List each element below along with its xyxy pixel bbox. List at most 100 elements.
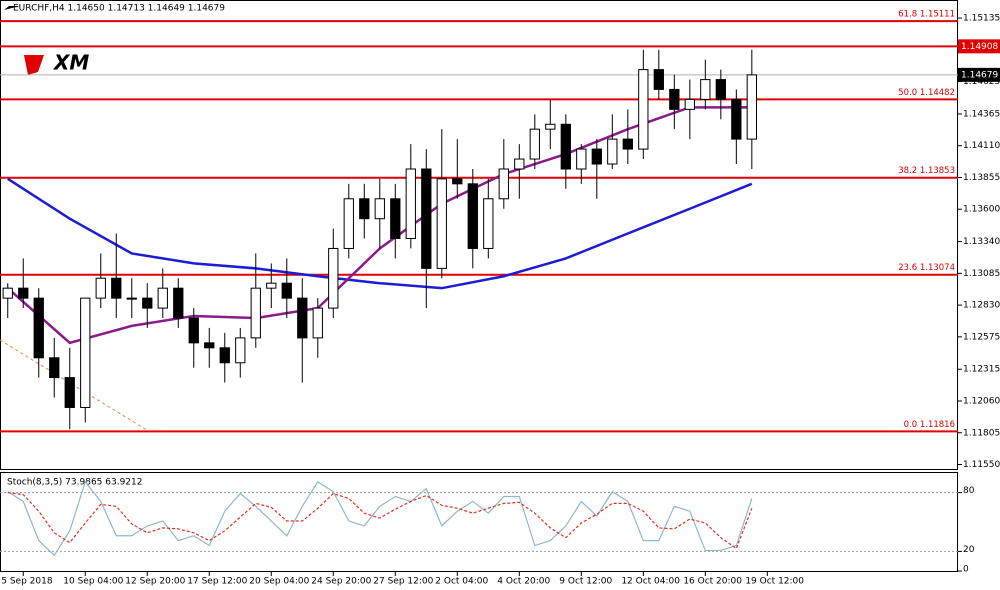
- y-tick-label: 80: [963, 486, 975, 496]
- candle-body: [250, 287, 261, 339]
- candle-body: [591, 148, 602, 165]
- x-tick-label: 5 Sep 2018: [1, 577, 53, 587]
- candle-body: [684, 98, 695, 110]
- candle-body: [328, 247, 339, 309]
- x-tick-label: 17 Sep 12:00: [187, 577, 247, 587]
- candle-body: [436, 178, 447, 269]
- logo: XM: [24, 51, 89, 75]
- candle-body: [715, 79, 726, 100]
- candle-body: [421, 168, 432, 269]
- fib-label: 0.0 1.11816: [904, 420, 955, 430]
- fib-label: 50.0 1.14482: [898, 88, 955, 98]
- candle-body: [359, 198, 370, 220]
- y-tick-label: 1.13855: [963, 173, 1000, 183]
- x-tick-label: 27 Sep 12:00: [373, 577, 433, 587]
- fib-label: 61.8 1.15111: [898, 10, 955, 20]
- y-tick-label: 1.12315: [963, 365, 1000, 375]
- candle-body: [529, 128, 540, 160]
- y-tick-label: 20: [963, 545, 975, 555]
- y-tick-label: 1.13085: [963, 269, 1000, 279]
- candle-body: [173, 287, 184, 319]
- logo-text: XM: [52, 51, 89, 75]
- price-panel-frame: [0, 0, 958, 470]
- y-tick-label: 1.13600: [963, 205, 1000, 215]
- y-tick-label: 1.15135: [963, 14, 1000, 24]
- x-tick-label: 12 Oct 04:00: [621, 577, 680, 587]
- candle-body: [312, 307, 323, 339]
- candle-body: [142, 297, 153, 309]
- y-tick-label: 1.14365: [963, 109, 1000, 119]
- y-tick-label: 0: [963, 565, 969, 575]
- candle-body: [18, 287, 29, 299]
- y-tick-label: 1.13340: [963, 237, 1000, 247]
- candle-body: [452, 178, 463, 185]
- y-tick-label: 1.12575: [963, 332, 1000, 342]
- candle-body: [157, 287, 168, 309]
- x-tick-label: 24 Sep 20:00: [311, 577, 371, 587]
- y-tick-label: 1.11550: [963, 460, 1000, 470]
- stoch-panel-frame: [0, 472, 958, 572]
- menu-arrow: [4, 6, 20, 10]
- candle-body: [2, 287, 13, 299]
- candle-body: [607, 138, 618, 165]
- candle-body: [700, 79, 711, 100]
- trend-line: [0, 339, 151, 433]
- candle-body: [219, 347, 230, 364]
- stoch-line: [7, 492, 753, 550]
- x-tick-label: 4 Oct 20:00: [497, 577, 550, 587]
- y-tick-label: 1.14625: [963, 77, 1000, 87]
- y-tick-label: 1.12060: [963, 397, 1000, 407]
- candle-body: [126, 297, 137, 300]
- y-tick-label: 1.14110: [963, 141, 1000, 151]
- candle-body: [188, 317, 199, 344]
- candle-body: [746, 74, 757, 140]
- candle-body: [64, 377, 75, 408]
- candle-body: [560, 123, 571, 170]
- current-price-label: 1.14679: [961, 70, 998, 80]
- candle-body: [653, 69, 664, 90]
- candle-body: [235, 337, 246, 364]
- candle-body: [483, 198, 494, 249]
- candle-body: [80, 297, 91, 408]
- candle-body: [95, 277, 106, 299]
- candle-body: [467, 183, 478, 249]
- candle-body: [731, 98, 742, 140]
- candle-body: [266, 282, 277, 289]
- candle-body: [343, 198, 354, 249]
- candle-body: [297, 297, 308, 339]
- y-tick-label: 1.12830: [963, 301, 1000, 311]
- current-price-box: [958, 67, 1000, 82]
- moving-average: [7, 177, 753, 290]
- y-tick-label: 1.11805: [963, 428, 1000, 438]
- candle-body: [576, 148, 587, 170]
- candle-body: [204, 342, 215, 349]
- fib-label: 38.2 1.13853: [898, 166, 955, 176]
- logo-mark: [24, 55, 44, 75]
- fib-label: 23.6 1.13074: [898, 263, 955, 273]
- stoch-line: [7, 480, 753, 557]
- candle-body: [390, 198, 401, 239]
- x-tick-label: 19 Oct 12:00: [745, 577, 804, 587]
- x-tick-label: 12 Sep 20:00: [125, 577, 185, 587]
- x-tick-label: 16 Oct 20:00: [683, 577, 742, 587]
- candle-body: [622, 138, 633, 150]
- candle-body: [111, 277, 122, 299]
- resistance-label: 1.14908: [961, 42, 998, 52]
- candle-body: [374, 198, 385, 220]
- candle-body: [514, 158, 525, 170]
- x-tick-label: 10 Sep 04:00: [63, 577, 123, 587]
- candle-body: [281, 282, 292, 299]
- x-tick-label: 9 Oct 12:00: [559, 577, 612, 587]
- x-tick-label: 2 Oct 04:00: [435, 577, 488, 587]
- candle-body: [669, 88, 680, 110]
- x-tick-label: 20 Sep 04:00: [249, 577, 309, 587]
- stoch-title: Stoch(8,3,5) 73.9865 63.9212: [7, 478, 142, 488]
- candle-body: [545, 123, 556, 130]
- candle-body: [498, 168, 509, 200]
- candle-body: [33, 297, 44, 359]
- chart-title: EURCHF,H4 1.14650 1.14713 1.14649 1.1467…: [13, 4, 225, 14]
- candle-body: [638, 69, 649, 150]
- resistance-box: [958, 39, 1000, 54]
- candle-body: [405, 168, 416, 239]
